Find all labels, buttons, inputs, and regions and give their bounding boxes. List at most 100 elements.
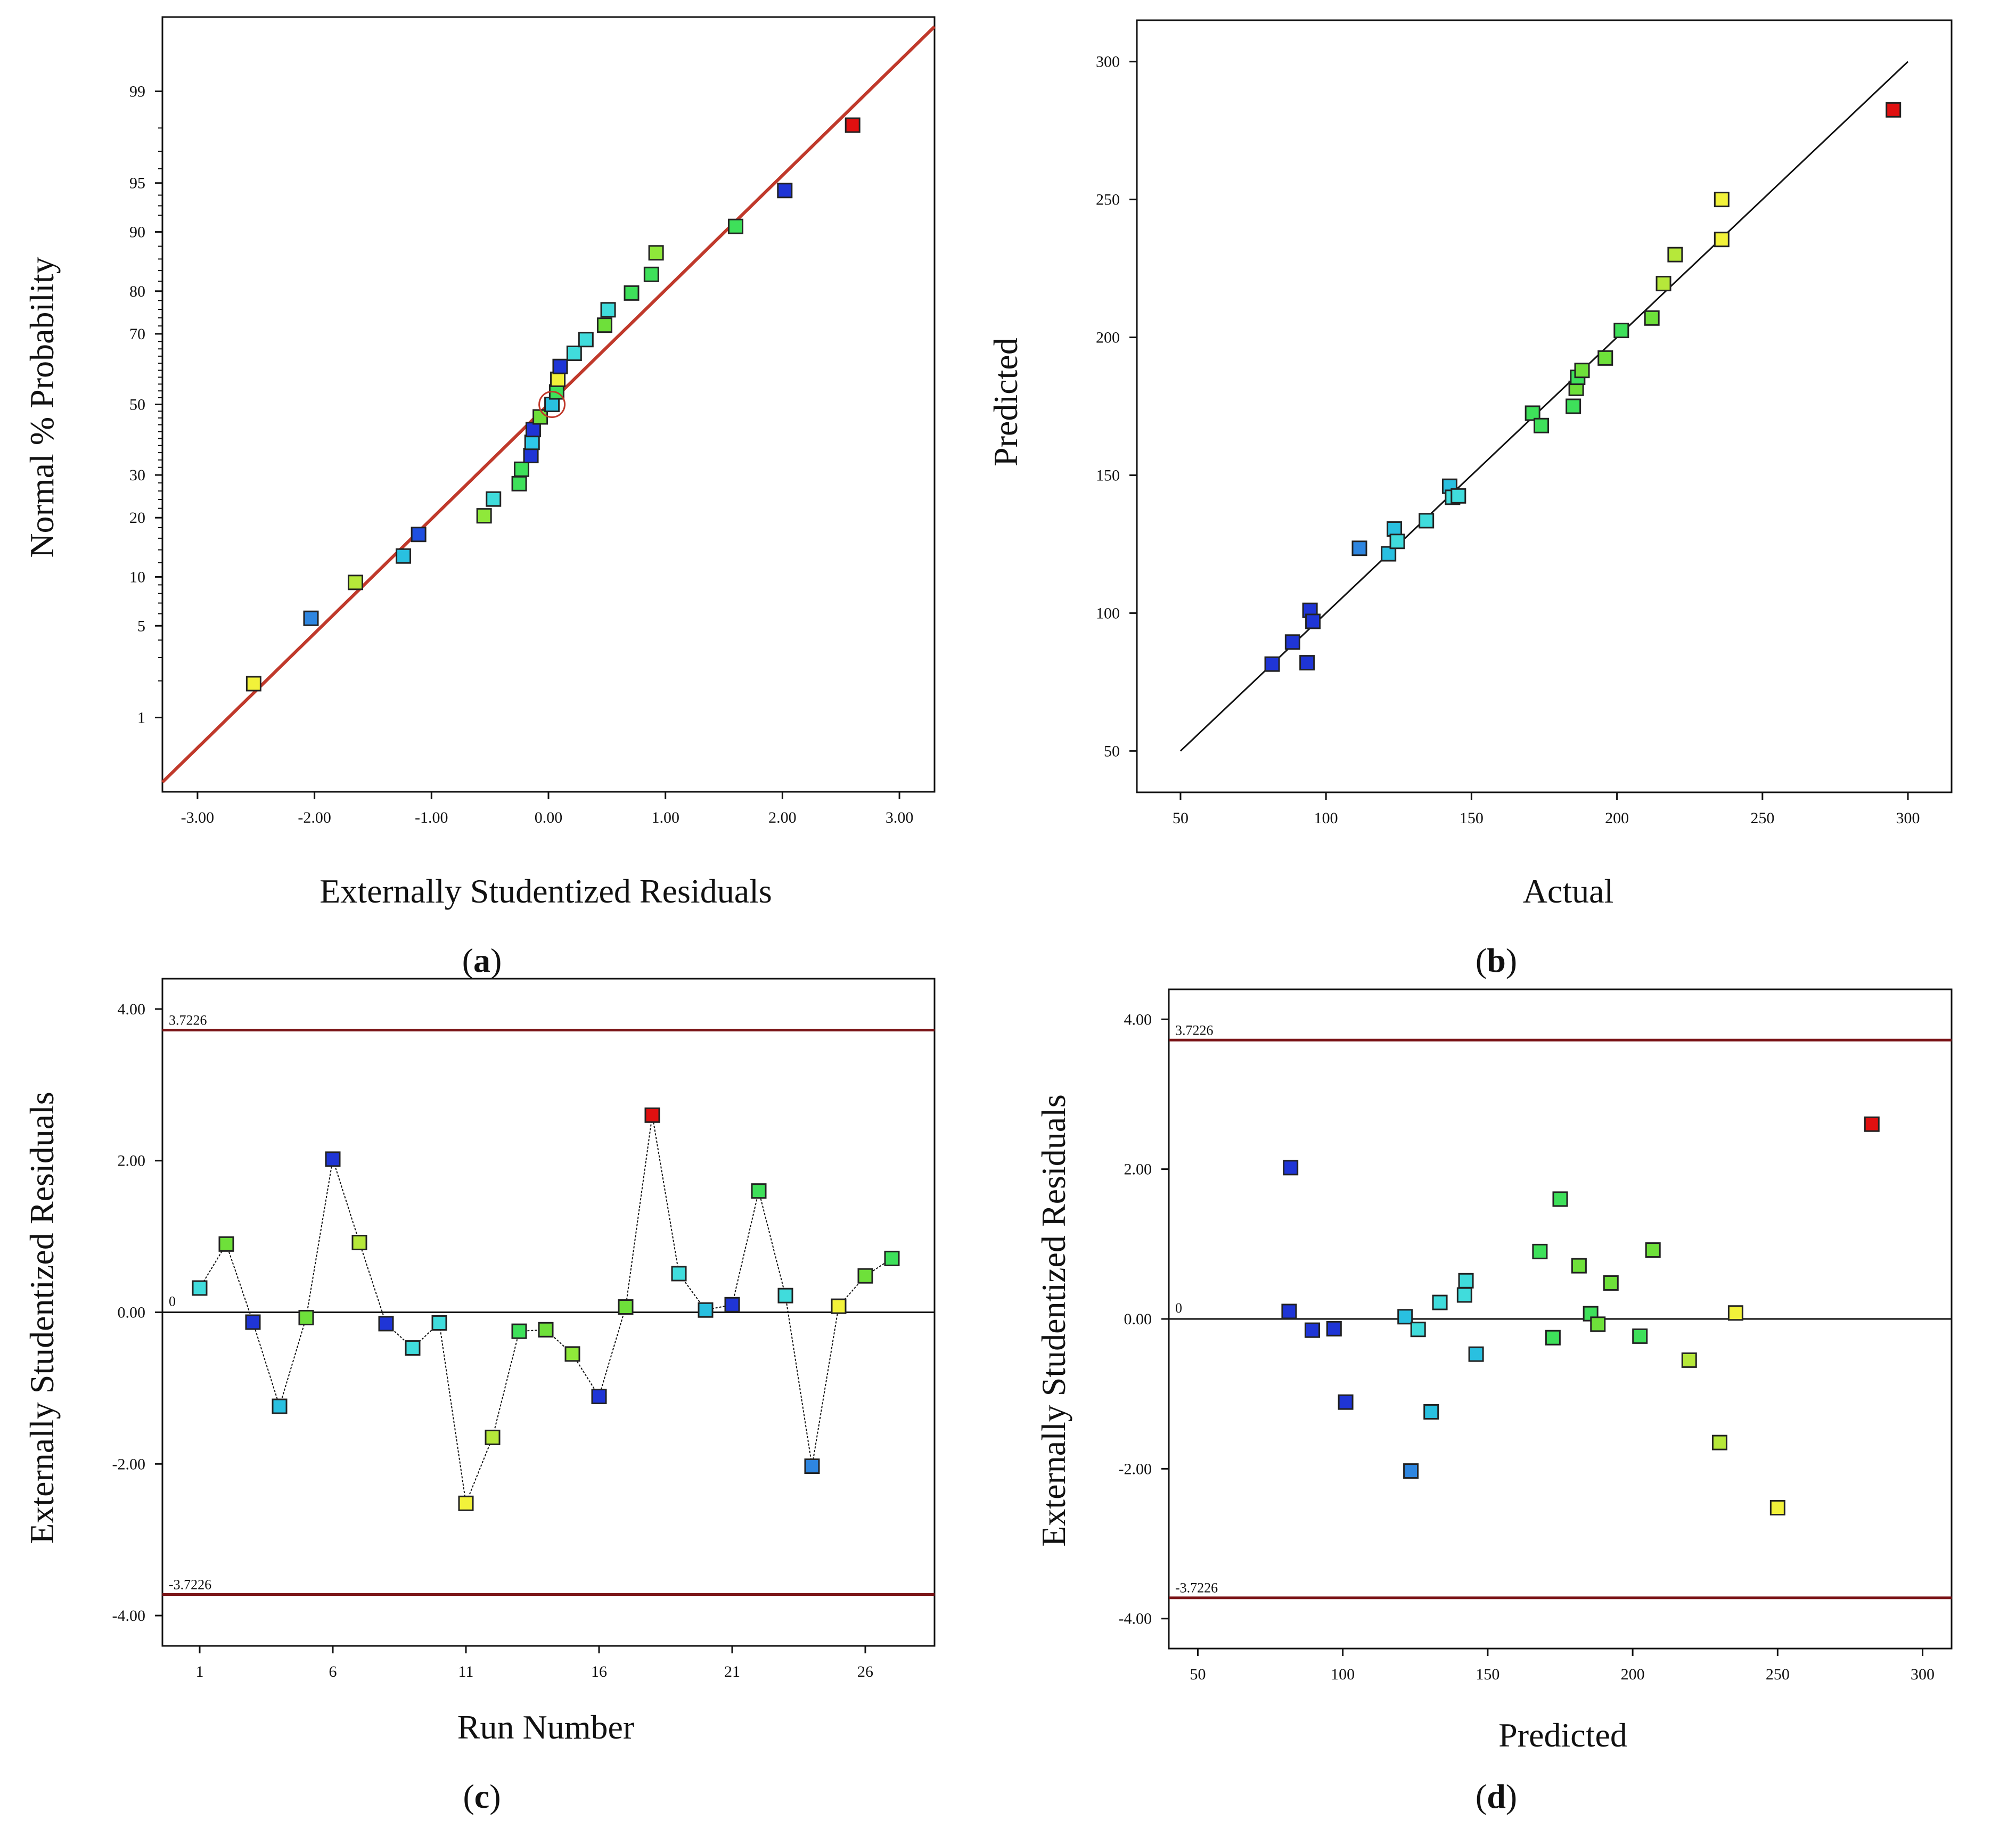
data-point [578,332,594,348]
data-point [476,508,492,524]
data-point [1613,323,1629,339]
panel-d-ylabel: Externally Studentized Residuals [1035,1094,1072,1547]
data-point [1656,276,1671,292]
data-point [1711,1434,1727,1450]
y-tick-label: 300 [1096,53,1120,71]
y-tick-label: 50 [1104,742,1120,760]
data-point [845,117,861,133]
data-point [1381,546,1397,562]
data-point [272,1398,288,1414]
panel-c-label: (c) [463,1777,501,1815]
panel-d: -4.00 -2.00 0.00 2.00 4.00 50 100 150 200 250 300 3… [1035,988,1953,1815]
panel-b-ylabel: Predicted [987,338,1025,466]
zero-label: 0 [1175,1300,1182,1316]
x-tick-label: 300 [1911,1666,1935,1683]
limit-label: -3.7226 [1175,1580,1218,1596]
data-point [884,1250,900,1266]
data-point [303,610,319,626]
y-tick-label: 99 [129,83,145,100]
data-point [1597,350,1613,366]
y-tick-label: 2.00 [1124,1161,1152,1178]
data-point [1419,513,1435,529]
panel-a-plot-area: 1 5 10 20 30 50 70 80 90 95 99 -3.00 -2.00 -1.00 0.00 1… [129,16,936,826]
data-point [378,1316,394,1332]
data-point [643,266,659,282]
data-point [1603,1275,1619,1291]
data-point [1326,1321,1342,1337]
x-tick-label: 250 [1750,809,1774,827]
data-point [192,1280,208,1296]
panel-c: -4.00-2.000.002.004.001 6 11 16 21 263.7226-3… [23,978,936,1815]
y-tick-label: 80 [129,283,145,300]
data-point [1632,1328,1648,1344]
y-tick-label: 0.00 [1124,1310,1152,1328]
data-point [1574,363,1590,379]
data-point [698,1302,714,1318]
data-point [728,218,744,234]
data-point [1864,1116,1880,1132]
y-tick-label: -2.00 [1119,1460,1152,1478]
x-tick-label: 16 [591,1663,607,1681]
y-tick-label: 50 [129,396,145,414]
data-point [1590,1316,1606,1332]
data-point [804,1458,820,1474]
limit-label: 3.7226 [169,1012,207,1028]
data-point [525,422,541,438]
data-point [1645,1242,1661,1258]
reference-line [1179,61,1909,752]
panel-b: 50 100 150 200 250 300 50 100 150 200 250 300 Actua… [987,19,1953,979]
data-point [1525,405,1540,421]
data-point [1397,1309,1413,1325]
y-tick-label: 95 [129,175,145,192]
panel-d-label: (d) [1476,1777,1517,1815]
data-point [591,1389,607,1405]
data-point [1552,1191,1568,1207]
data-point [1886,102,1902,118]
data-point [1667,247,1683,263]
panel-d-xlabel: Predicted [1498,1716,1627,1754]
data-point [566,345,582,361]
y-tick-label: 200 [1096,329,1120,347]
data-point [596,317,612,333]
y-tick-label: 4.00 [118,1001,146,1018]
y-tick-label: 150 [1096,466,1120,484]
x-tick-label: 100 [1314,809,1338,827]
data-point [1456,1287,1472,1303]
data-point [1769,1500,1785,1516]
y-tick-label: 4.00 [1124,1011,1152,1028]
data-point [1534,417,1550,433]
data-point [1714,192,1730,208]
y-tick-label: 20 [129,509,145,527]
data-point [857,1268,873,1284]
data-point [1351,540,1367,556]
data-point [1410,1322,1426,1338]
data-point [325,1151,341,1167]
x-tick-label: 50 [1173,809,1189,827]
y-tick-label: 1 [137,709,145,727]
data-point [1403,1463,1419,1479]
data-point [1727,1305,1743,1321]
panel-b-frame [1136,19,1953,793]
y-tick-label: 30 [129,466,145,484]
data-point [405,1340,421,1356]
data-point [245,676,261,692]
x-tick-label: 26 [857,1663,873,1681]
x-tick-label: 1.00 [651,809,679,826]
x-tick-label: -2.00 [298,809,331,826]
data-point [644,1107,660,1123]
data-point [564,1346,580,1362]
y-tick-label: 10 [129,568,145,586]
panel-d-plot-area: -4.00 -2.00 0.00 2.00 4.00 50 100 150 200 250 300 3… [1119,988,1953,1683]
data-point [511,476,527,491]
panel-a-label: (a) [462,941,502,979]
data-point [1305,1322,1320,1338]
data-point [486,491,502,507]
y-tick-label: 100 [1096,604,1120,622]
data-point [458,1495,474,1511]
data-point [1305,613,1321,629]
data-point [1284,634,1300,650]
x-tick-label: 100 [1331,1666,1355,1683]
y-tick-label: 250 [1096,191,1120,209]
data-point [1338,1394,1354,1410]
